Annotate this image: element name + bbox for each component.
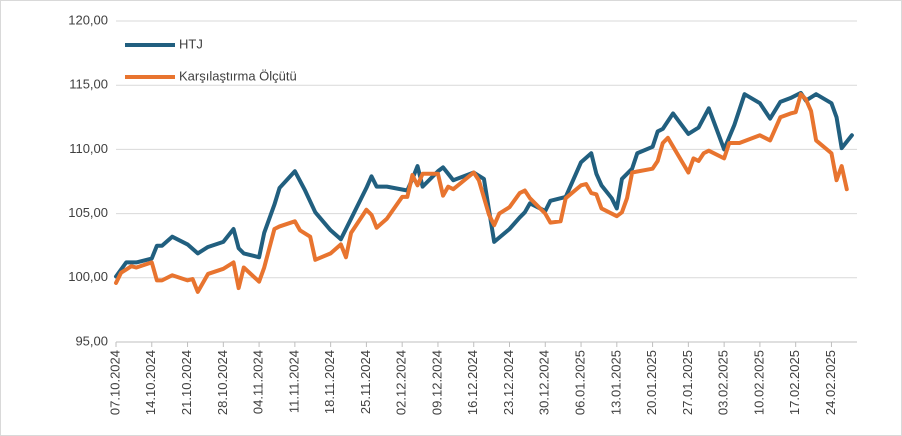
series-line [114,92,849,294]
x-tick-label: 20.01.2025 [644,350,659,415]
y-tick-label: 115,00 [69,77,108,92]
y-tick-label: 95,00 [75,333,108,348]
x-tick-label: 24.02.2025 [823,350,838,415]
series-line [114,90,854,279]
x-tick-label: 13.01.2025 [608,350,623,415]
x-tick-label: 06.01.2025 [572,350,587,415]
x-tick-label: 07.10.2024 [107,350,122,415]
y-tick-label: 100,00 [68,269,108,284]
y-tick-label: 105,00 [68,205,108,220]
x-tick-label: 02.12.2024 [394,350,409,415]
legend-label: Karşılaştırma Ölçütü [179,68,297,83]
x-tick-label: 14.10.2024 [143,350,158,415]
y-tick-label: 120,00 [68,12,108,27]
x-tick-label: 09.12.2024 [429,350,444,415]
x-tick-label: 30.12.2024 [537,350,552,415]
x-tick-label: 18.11.2024 [322,350,337,414]
x-tick-label: 03.02.2025 [716,350,731,415]
x-tick-label: 25.11.2024 [358,350,373,414]
x-tick-label: 23.12.2024 [501,350,516,415]
x-tick-label: 28.10.2024 [215,350,230,415]
x-tick-label: 04.11.2024 [251,350,266,414]
x-tick-label: 11.11.2024 [286,350,301,413]
legend-label: HTJ [179,36,203,51]
x-tick-label: 27.01.2025 [680,350,695,415]
x-tick-label: 16.12.2024 [465,350,480,415]
x-tick-label: 21.10.2024 [179,350,194,415]
x-tick-label: 17.02.2025 [787,350,802,415]
y-tick-label: 110,00 [69,141,108,156]
x-tick-label: 10.02.2025 [751,350,766,415]
